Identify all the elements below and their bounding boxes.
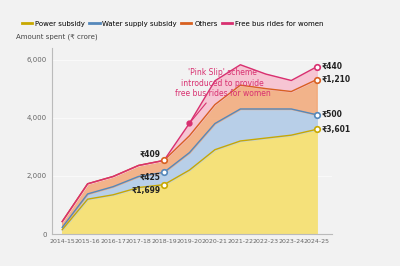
Text: ₹409: ₹409	[140, 150, 161, 159]
Text: ₹1,210: ₹1,210	[321, 75, 350, 84]
Text: ₹500: ₹500	[321, 110, 342, 119]
Text: Amount spent (₹ crore): Amount spent (₹ crore)	[16, 34, 97, 40]
Text: ₹440: ₹440	[321, 62, 342, 71]
Legend: Power subsidy, Water supply subsidy, Others, Free bus rides for women: Power subsidy, Water supply subsidy, Oth…	[19, 18, 326, 29]
Text: ₹1,699: ₹1,699	[132, 185, 161, 194]
Text: ₹3,601: ₹3,601	[321, 125, 350, 134]
Text: ₹425: ₹425	[140, 173, 161, 182]
Text: 'Pink Slip' scheme
introduced to provide
free bus rides for women: 'Pink Slip' scheme introduced to provide…	[175, 68, 270, 121]
